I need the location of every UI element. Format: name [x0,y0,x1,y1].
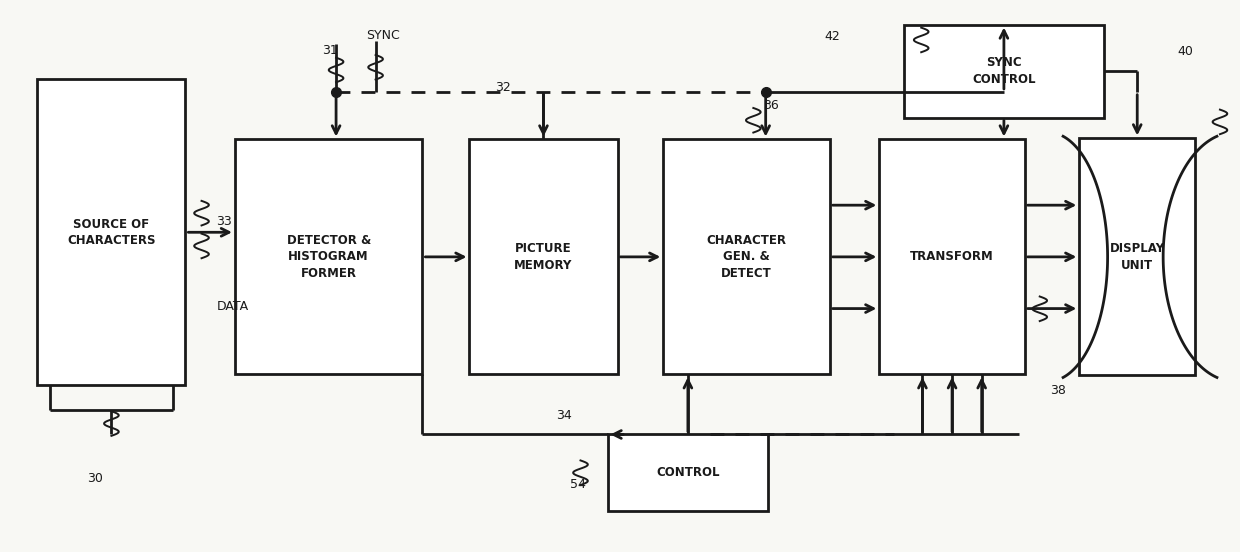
Bar [879,140,1025,374]
Bar [904,25,1104,118]
Text: CONTROL: CONTROL [656,466,719,479]
Bar [37,79,186,385]
Bar [663,140,830,374]
Bar [470,140,618,374]
Text: PICTURE
MEMORY: PICTURE MEMORY [515,242,573,272]
Bar [234,140,423,374]
Text: 42: 42 [825,30,841,43]
Text: SYNC: SYNC [366,29,399,42]
Text: 33: 33 [216,215,232,228]
Text: SYNC
CONTROL: SYNC CONTROL [972,56,1035,86]
Bar [608,434,768,511]
Text: 34: 34 [557,409,573,422]
Text: DETECTOR &
HISTOGRAM
FORMER: DETECTOR & HISTOGRAM FORMER [286,234,371,280]
Text: DATA: DATA [216,300,248,312]
Text: 54: 54 [570,478,587,491]
Text: CHARACTER
GEN. &
DETECT: CHARACTER GEN. & DETECT [707,234,786,280]
Text: 32: 32 [495,81,511,94]
Text: 38: 38 [1050,384,1066,397]
Text: 40: 40 [1178,45,1193,59]
Text: 36: 36 [763,99,779,112]
Bar [1079,139,1195,375]
Text: 30: 30 [88,472,103,485]
Text: TRANSFORM: TRANSFORM [910,251,994,263]
Text: DISPLAY
UNIT: DISPLAY UNIT [1110,242,1164,272]
Text: 31: 31 [322,44,337,57]
Text: SOURCE OF
CHARACTERS: SOURCE OF CHARACTERS [67,217,156,247]
